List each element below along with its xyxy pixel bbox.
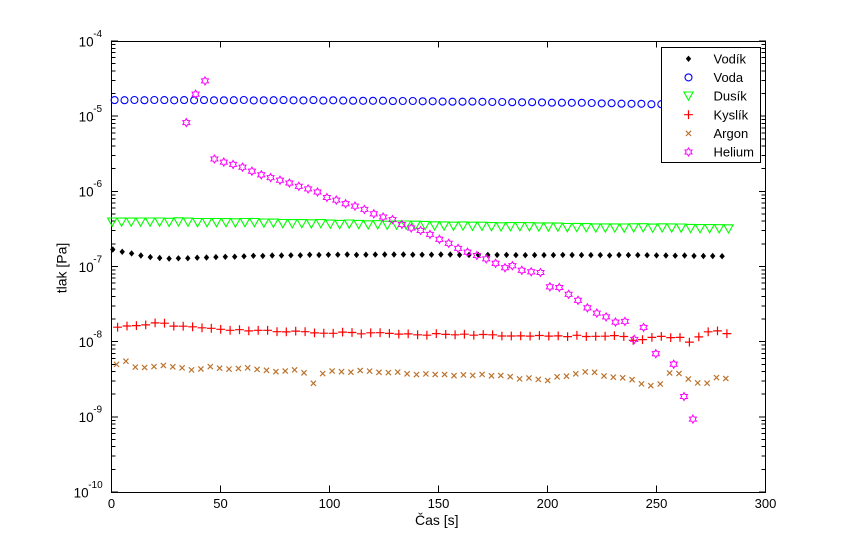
svg-text:300: 300 xyxy=(755,496,777,511)
svg-text:-5: -5 xyxy=(93,104,102,115)
svg-text:100: 100 xyxy=(319,496,341,511)
svg-text:200: 200 xyxy=(537,496,559,511)
svg-text:-9: -9 xyxy=(93,405,102,416)
svg-text:10: 10 xyxy=(79,335,94,350)
svg-text:-6: -6 xyxy=(93,179,102,190)
svg-text:Kyslík: Kyslík xyxy=(714,107,749,122)
svg-text:Čas [s]: Čas [s] xyxy=(415,512,459,528)
svg-text:Argon: Argon xyxy=(714,126,749,141)
svg-text:Voda: Voda xyxy=(714,70,744,85)
svg-text:-4: -4 xyxy=(93,29,102,40)
svg-text:0: 0 xyxy=(108,496,115,511)
svg-text:50: 50 xyxy=(213,496,227,511)
svg-text:Vodík: Vodík xyxy=(714,51,747,66)
svg-text:10: 10 xyxy=(79,185,94,200)
svg-text:Dusík: Dusík xyxy=(714,89,748,104)
svg-text:10: 10 xyxy=(79,34,94,49)
svg-text:-7: -7 xyxy=(93,254,102,265)
svg-text:Helium: Helium xyxy=(714,145,754,160)
svg-text:10: 10 xyxy=(79,110,94,125)
svg-text:250: 250 xyxy=(646,496,668,511)
svg-text:10: 10 xyxy=(79,260,94,275)
svg-text:tlak [Pa]: tlak [Pa] xyxy=(54,243,70,294)
svg-text:-10: -10 xyxy=(88,480,103,491)
svg-text:-8: -8 xyxy=(93,330,102,341)
svg-text:150: 150 xyxy=(428,496,450,511)
svg-text:10: 10 xyxy=(79,410,94,425)
svg-text:10: 10 xyxy=(74,485,89,500)
